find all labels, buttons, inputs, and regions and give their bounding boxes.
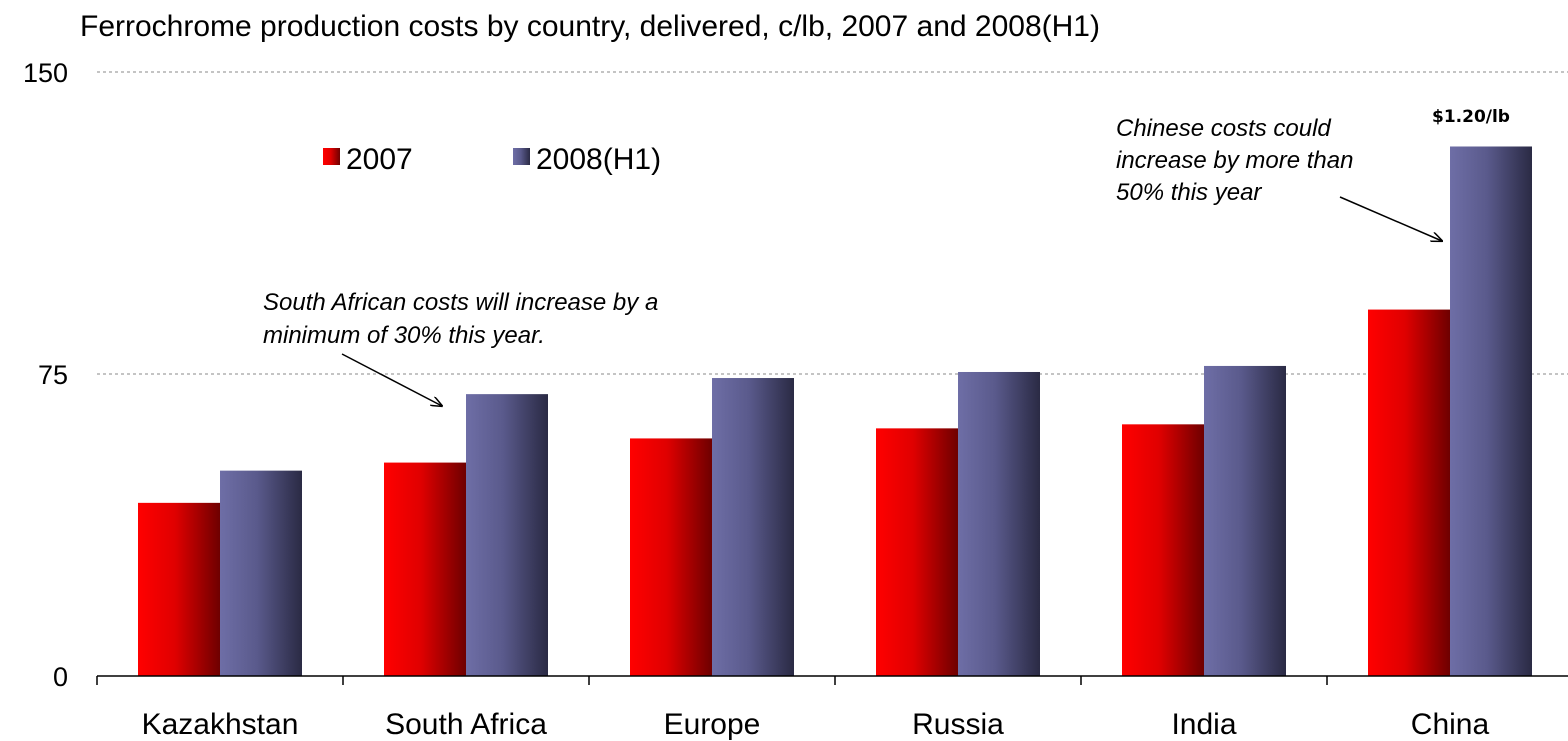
annotation-china-arrow [1339,196,1442,241]
bar-kazakhstan-2007 [138,502,220,676]
bar-china-2008h1 [1450,146,1532,676]
x-category-label: Europe [664,708,761,741]
bar-south-africa-2007 [384,462,466,676]
annotation-sa-line-2: minimum of 30% this year. [263,322,545,349]
bar-kazakhstan-2008h1 [220,470,302,676]
bar-europe-2007 [630,438,712,676]
annotation-south-africa: South African costs will increase by a m… [263,289,658,406]
bar-europe-2008h1 [712,378,794,676]
bar-russia-2007 [876,428,958,676]
annotation-china-line-2: increase by more than [1116,147,1353,174]
x-category-label: South Africa [385,708,547,741]
bars [138,146,1532,676]
x-axis [96,675,1568,685]
x-category-label: China [1411,708,1490,741]
bar-russia-2008h1 [958,371,1040,676]
legend-label-2007: 2007 [346,143,413,176]
bar-china-2007 [1368,309,1450,676]
x-category-label: Russia [912,708,1004,741]
x-axis-labels: Kazakhstan South Africa Europe Russia India C… [142,708,1490,741]
y-axis-labels: 0 75 150 [23,58,68,692]
legend: 2007 2008(H1) [323,143,661,176]
annotation-sa-line-1: South African costs will increase by a [263,289,658,316]
bar-south-africa-2008h1 [466,394,548,676]
y-tick-label: 0 [53,662,68,692]
x-category-label: India [1171,708,1236,741]
annotation-china-line-3: 50% this year [1116,179,1262,206]
gridlines [97,71,1568,375]
annotation-china: Chinese costs could increase by more tha… [1116,115,1442,241]
x-category-label: Kazakhstan [142,708,299,741]
bar-india-2008h1 [1204,365,1286,676]
y-tick-label: 150 [23,58,68,88]
chart-title: Ferrochrome production costs by country,… [80,10,1100,43]
bar-india-2007 [1122,424,1204,676]
legend-label-2008: 2008(H1) [536,143,661,176]
legend-swatch-2007 [323,148,340,165]
legend-swatch-2008 [513,148,530,165]
y-tick-label: 75 [38,360,68,390]
china-price-label: $1.20/lb [1432,107,1510,127]
annotation-china-line-1: Chinese costs could [1116,115,1331,142]
annotation-sa-arrow [341,353,442,406]
